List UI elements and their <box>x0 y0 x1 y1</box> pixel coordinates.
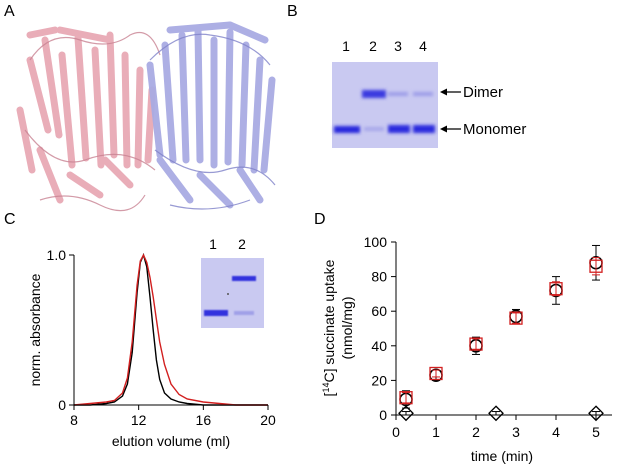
chart-d-xtick-label: 0 <box>392 424 400 440</box>
gel-b-lane-label-4: 4 <box>419 38 427 54</box>
chart-c-xlabel: elution volume (ml) <box>112 433 230 449</box>
chart-c-ytick-label: 1.0 <box>47 247 67 263</box>
chart-d-xtick-label: 2 <box>472 424 480 440</box>
gel-c-band-monomer-lane2 <box>234 311 254 315</box>
protein-chain-pink <box>16 26 156 204</box>
gel-b-lane-label-1: 1 <box>342 38 350 54</box>
gel-c-band-dimer-lane2 <box>232 276 256 281</box>
chart-c-ylabel: norm. absorbance <box>27 273 43 386</box>
gel-b-lane-label-3: 3 <box>394 38 402 54</box>
chart-d-point-square <box>429 366 443 381</box>
gel-b-background <box>332 62 438 148</box>
chart-d-point-diamond <box>488 405 504 422</box>
chart-d-point-square <box>399 391 413 405</box>
chart-c-series-1-line <box>74 252 268 406</box>
chart-d-ylabel-line2: (nmol/mg) <box>339 296 355 359</box>
chart-d-point-diamond <box>398 405 414 422</box>
gel-b-band-dimer-lane2 <box>362 90 386 98</box>
chart-d-point-square <box>469 337 483 351</box>
chart-d-xtick-label: 4 <box>552 424 560 440</box>
gel-c-band-monomer-lane1 <box>204 310 228 316</box>
gel-b-band-monomer-lane2 <box>364 127 384 131</box>
chart-d-point-square <box>589 259 603 273</box>
chart-d-point-diamond <box>588 405 604 422</box>
gel-b-band-monomer-lane4 <box>413 125 435 133</box>
dimer-label: Dimer <box>463 84 503 101</box>
protein-chain-blue <box>146 21 276 209</box>
panel-label-c: C <box>4 211 16 228</box>
chart-d-xtick-label: 1 <box>432 424 440 440</box>
chart-d-xlabel: time (min) <box>471 448 533 464</box>
chart-c-series-2-line <box>73 253 268 406</box>
chart-d: 0 1 2 3 4 5 0 20 40 60 80 100 time (min) [14C] succ… <box>321 234 612 464</box>
chart-c-xtick-label: 8 <box>70 412 78 428</box>
chart-d-xtick-label: 3 <box>512 424 520 440</box>
gel-c-background <box>201 258 264 328</box>
chart-d-ylabel-line1: [14C] succinate uptake <box>321 259 337 396</box>
monomer-label: Monomer <box>463 121 526 138</box>
chart-c-xtick-label: 12 <box>131 412 147 428</box>
chart-d-point-square <box>509 311 523 325</box>
chart-d-ytick-label: 100 <box>364 234 388 250</box>
chart-c-xtick-label: 20 <box>260 412 276 428</box>
chart-d-point-square <box>549 282 563 296</box>
gel-c-lane-label-2: 2 <box>238 236 246 252</box>
chart-d-ytick-label: 60 <box>371 303 387 319</box>
chart-c-plot-area <box>73 252 268 406</box>
gel-b-band-monomer-lane3 <box>388 125 410 133</box>
chart-d-plot-area <box>398 244 604 422</box>
chart-d-ytick-label: 0 <box>379 407 387 423</box>
gel-b: 1 2 3 4 Dimer Monomer <box>332 38 526 148</box>
panel-label-b: B <box>287 3 298 20</box>
chart-d-xtick-label: 5 <box>592 424 600 440</box>
gel-b-band-dimer-lane4 <box>413 92 433 96</box>
chart-d-ytick-label: 80 <box>371 269 387 285</box>
gel-b-lane-label-2: 2 <box>369 38 377 54</box>
chart-c-ytick-label: 0 <box>58 397 66 413</box>
panel-label-d: D <box>314 211 326 228</box>
panel-label-a: A <box>4 3 15 20</box>
gel-b-band-monomer-lane1 <box>334 126 360 133</box>
chart-c-xtick-label: 16 <box>196 412 212 428</box>
chart-d-ytick-label: 40 <box>371 338 387 354</box>
gel-c-lane-label-1: 1 <box>209 236 217 252</box>
chart-d-ytick-label: 20 <box>371 372 387 388</box>
protein-structure-image <box>16 21 276 212</box>
gel-b-band-dimer-lane3 <box>388 92 408 96</box>
